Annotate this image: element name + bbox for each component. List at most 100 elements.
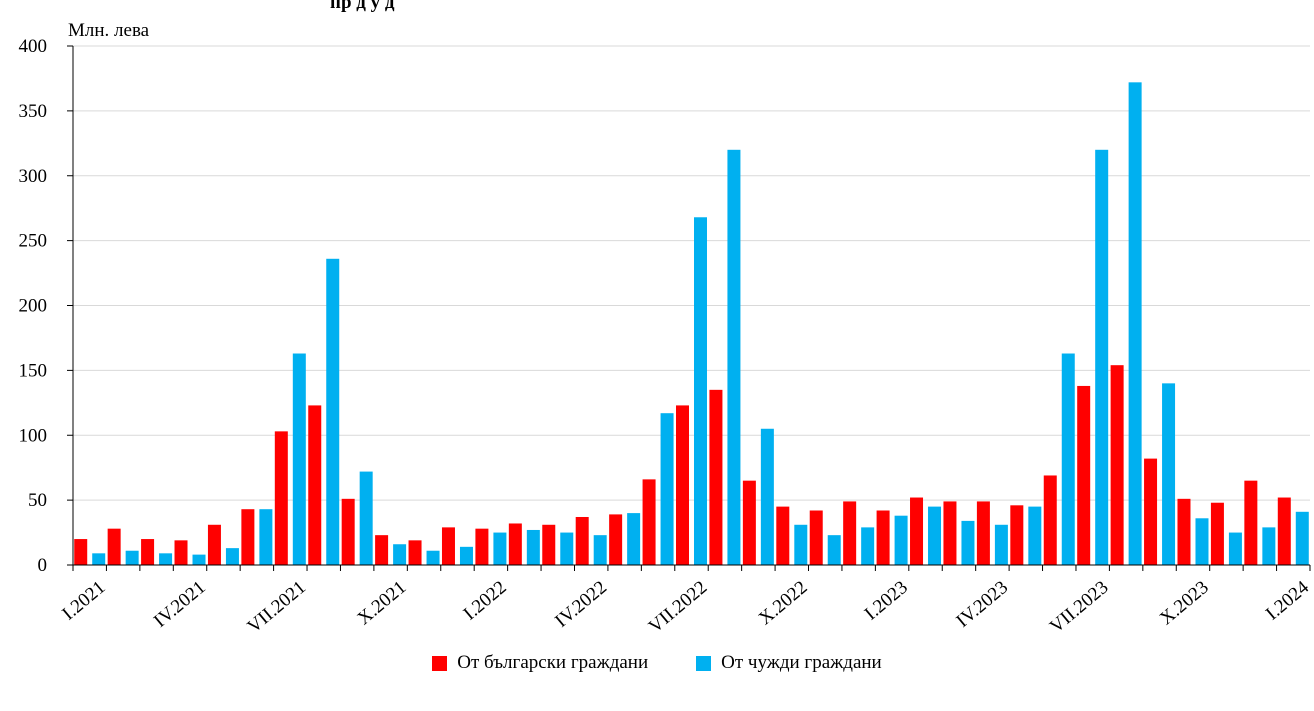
bar-foreign (827, 535, 841, 565)
bar-bulgarian (809, 510, 823, 565)
x-tick-label: X.2021 (354, 577, 411, 629)
bar-bulgarian (1144, 458, 1158, 565)
legend-label-bulgarian: От български граждани (457, 652, 649, 673)
bar-foreign (92, 553, 106, 565)
bar-bulgarian (1210, 502, 1224, 565)
bar-foreign (1095, 149, 1109, 566)
bar-foreign (560, 532, 574, 565)
legend-item-foreign: От чужди граждани (696, 652, 882, 674)
x-tick-label: VII.2023 (1046, 577, 1112, 638)
bar-bulgarian (910, 497, 924, 565)
x-tick-label: X.2022 (755, 577, 812, 629)
bar-bulgarian (207, 524, 221, 565)
bar-foreign (125, 550, 139, 565)
bar-bulgarian (1110, 365, 1124, 565)
bar-foreign (1128, 82, 1142, 565)
bar-foreign (426, 550, 440, 565)
bar-foreign (1228, 532, 1242, 565)
bar-bulgarian (843, 501, 857, 565)
bar-bulgarian (174, 540, 188, 565)
bar-bulgarian (1277, 497, 1291, 565)
x-tick-label: IV.2022 (551, 577, 611, 632)
bar-foreign (159, 553, 173, 565)
bar-bulgarian (141, 539, 155, 565)
bar-bulgarian (308, 405, 322, 565)
legend-item-bulgarian: От български граждани (432, 652, 648, 674)
bar-bulgarian (609, 514, 623, 565)
bar-foreign (961, 520, 975, 565)
bar-foreign (259, 509, 273, 565)
bar-foreign (794, 524, 808, 565)
y-tick-label: 350 (19, 101, 48, 122)
x-tick-label: I.2024 (1262, 577, 1313, 625)
bar-foreign (526, 529, 540, 565)
x-tick-label: I.2021 (58, 577, 109, 625)
chart-title: пр д у д (330, 0, 395, 13)
legend: От български граждани От чужди граждани (0, 652, 1314, 674)
y-tick-label: 250 (19, 231, 48, 252)
bar-foreign (727, 149, 741, 566)
bar-foreign (1195, 518, 1209, 565)
bar-foreign (627, 513, 641, 565)
bar-foreign (459, 546, 473, 565)
bar-foreign (660, 413, 674, 565)
bar-foreign (393, 544, 407, 565)
bar-foreign (493, 532, 507, 565)
bar-bulgarian (508, 523, 522, 565)
x-tick-label: X.2023 (1156, 577, 1213, 629)
bar-bulgarian (976, 501, 990, 565)
bar-foreign (694, 217, 707, 565)
x-tick-label: I.2022 (460, 577, 511, 625)
bar-bulgarian (408, 540, 422, 565)
bar-bulgarian (241, 509, 255, 565)
bar-bulgarian (943, 501, 957, 565)
y-unit-label: Млн. лева (68, 20, 150, 41)
bar-bulgarian (575, 516, 589, 565)
y-tick-label: 200 (19, 296, 48, 317)
y-tick-label: 50 (28, 490, 47, 511)
bar-bulgarian (876, 510, 890, 565)
bar-bulgarian (441, 527, 455, 565)
y-tick-label: 100 (19, 425, 48, 446)
bar-bulgarian (542, 524, 556, 565)
bar-bulgarian (1043, 475, 1057, 565)
x-tick-label: IV.2021 (150, 577, 210, 632)
bar-foreign (1061, 353, 1075, 565)
bar-foreign (326, 258, 340, 565)
bar-bulgarian (475, 528, 489, 565)
bar-foreign (928, 506, 942, 565)
y-tick-label: 0 (38, 555, 48, 576)
bar-foreign (593, 535, 607, 565)
bar-bulgarian (1077, 385, 1091, 565)
y-tick-label: 300 (19, 166, 48, 187)
bar-foreign (894, 515, 908, 565)
bar-foreign (192, 554, 206, 565)
legend-label-foreign: От чужди граждани (721, 652, 882, 673)
bar-bulgarian (274, 431, 288, 565)
y-tick-label: 400 (19, 36, 48, 57)
x-tick-label: IV.2023 (952, 577, 1012, 632)
x-tick-label: VII.2021 (244, 577, 310, 638)
y-tick-label: 150 (19, 360, 48, 381)
bar-foreign (292, 353, 306, 565)
bar-foreign (760, 428, 774, 565)
bar-foreign (861, 527, 875, 565)
bar-foreign (225, 548, 239, 565)
legend-swatch-bulgarian (432, 655, 448, 671)
bar-bulgarian (1177, 498, 1191, 565)
bar-bulgarian (676, 405, 689, 565)
bar-bulgarian (341, 498, 355, 565)
bar-foreign (1162, 383, 1176, 565)
bar-foreign (994, 524, 1008, 565)
legend-swatch-foreign (696, 655, 712, 671)
bar-foreign (1295, 511, 1309, 565)
bar-foreign (1262, 527, 1276, 565)
bar-bulgarian (709, 389, 723, 565)
bar-bulgarian (1244, 480, 1258, 565)
bar-bulgarian (776, 506, 790, 565)
bar-bulgarian (74, 539, 88, 565)
bar-bulgarian (1010, 505, 1024, 565)
bar-foreign (1028, 506, 1042, 565)
bar-foreign (359, 471, 373, 565)
